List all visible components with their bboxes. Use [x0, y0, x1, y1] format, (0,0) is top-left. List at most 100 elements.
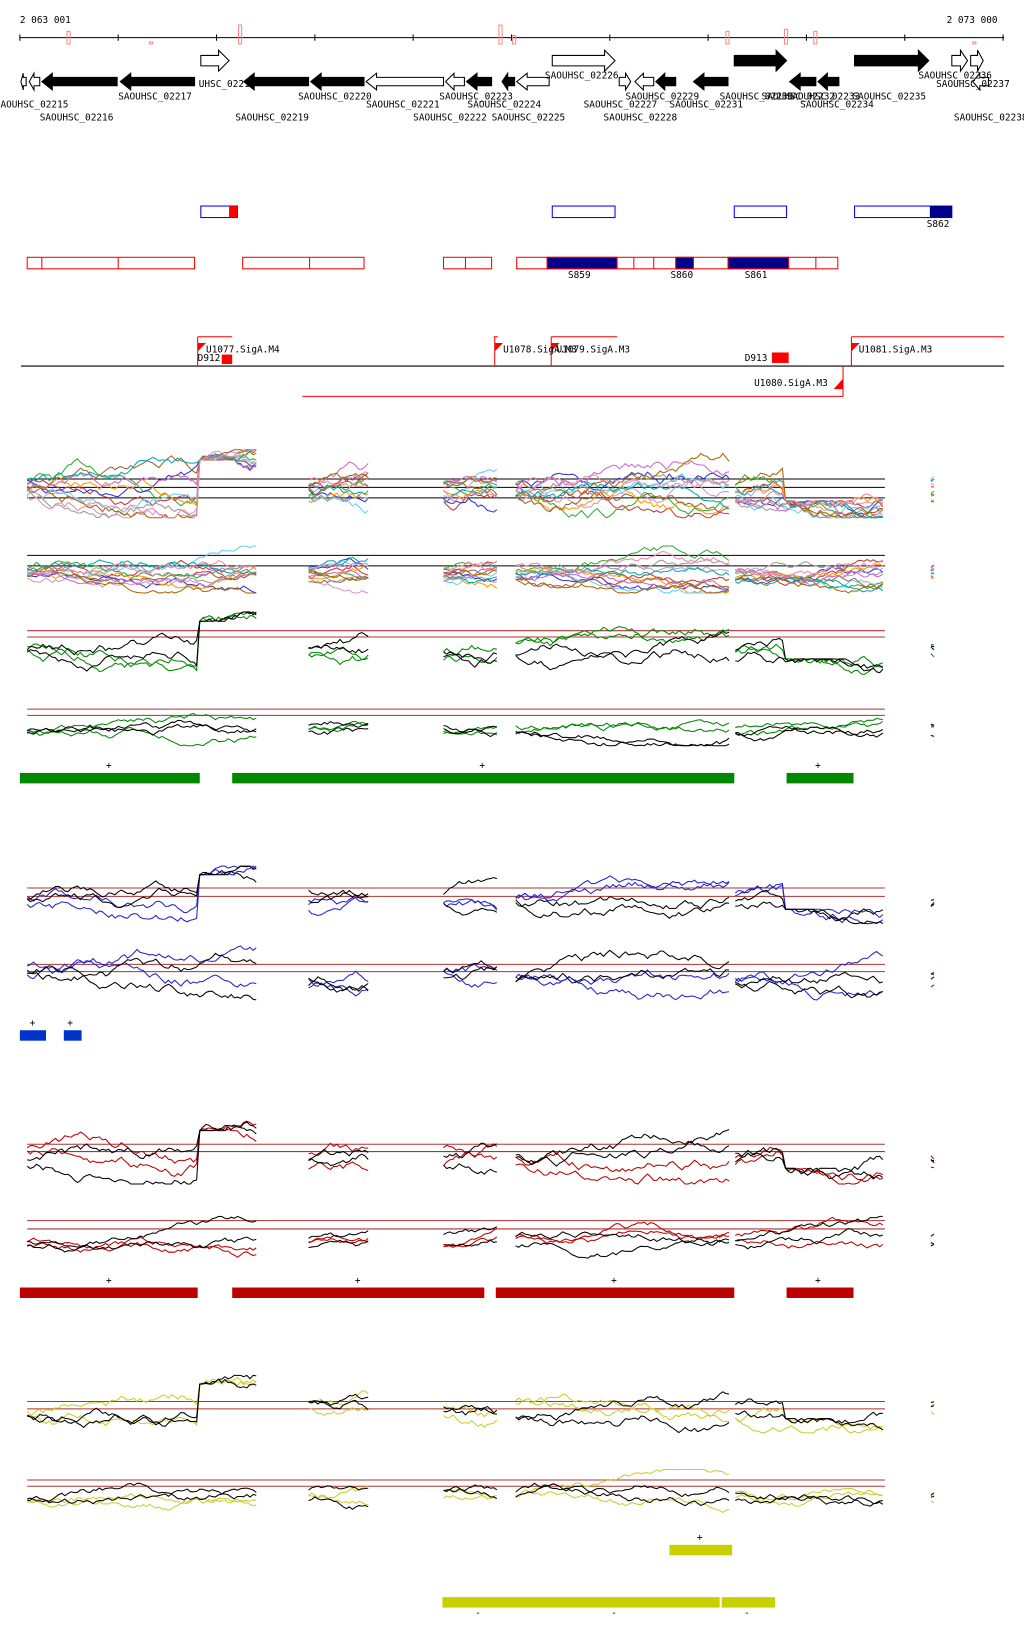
signal-trace	[734, 490, 884, 511]
region-fill	[727, 256, 790, 270]
signal-trace	[735, 1215, 883, 1242]
signal-trace	[27, 456, 257, 498]
signal-trace	[735, 889, 884, 925]
gene-arrow	[515, 72, 550, 92]
signal-trace	[443, 725, 497, 735]
gene-arrow	[365, 72, 445, 92]
gene-arrow	[465, 72, 493, 92]
gene-arrow	[951, 48, 969, 73]
signal-trace	[26, 719, 257, 733]
gene-label: SAOUHSC_02226	[545, 70, 619, 81]
signal-trace	[27, 564, 257, 586]
gene-arrow	[970, 49, 984, 72]
signal-trace	[443, 497, 498, 513]
region-label: S860	[670, 270, 693, 281]
signal-trace	[26, 449, 257, 519]
gene-arrow	[119, 72, 196, 92]
signal-trace	[308, 569, 369, 582]
signal-trace	[515, 643, 730, 665]
signal-trace	[308, 1239, 369, 1249]
signal-trace	[930, 976, 935, 980]
signal-trace	[515, 1129, 730, 1164]
signal-trace	[734, 497, 884, 519]
signal-trace	[515, 556, 730, 574]
gene-label: SAOUHSC_02228	[604, 112, 678, 123]
gene-label: SAOUHSC_02224	[468, 100, 542, 111]
gene-arrow	[551, 48, 616, 73]
region-box	[551, 205, 616, 219]
signal-trace	[308, 1148, 369, 1161]
signal-trace	[930, 500, 935, 503]
signal-trace	[515, 628, 730, 647]
promoter-flag	[197, 343, 207, 352]
segment-bar	[232, 1287, 485, 1298]
promoter-flag	[494, 343, 504, 352]
gene-arrow	[242, 72, 310, 92]
signal-trace	[515, 880, 730, 902]
segment-bar	[232, 772, 735, 784]
signal-trace	[308, 644, 369, 654]
signal-trace	[443, 902, 498, 916]
signal-trace	[27, 1374, 257, 1429]
signal-trace	[308, 494, 369, 514]
segment-bar	[721, 1597, 776, 1608]
signal-trace	[308, 889, 369, 899]
signal-trace	[515, 730, 730, 747]
signal-trace	[515, 571, 730, 594]
signal-trace	[26, 1121, 257, 1185]
gene-arrow	[200, 48, 230, 73]
signal-trace	[308, 1230, 369, 1239]
gene-arrow	[692, 72, 729, 92]
signal-trace	[26, 969, 257, 1001]
signal-trace	[515, 473, 730, 499]
gene-arrow	[655, 72, 677, 92]
signal-trace	[930, 476, 935, 480]
signal-trace	[735, 1216, 884, 1237]
region-fill	[929, 206, 952, 218]
gene-arrow	[634, 71, 655, 92]
ruler-end: 2 073 000	[947, 15, 998, 26]
segment-sign: +	[697, 1533, 703, 1544]
signal-trace	[308, 720, 369, 728]
signal-trace	[930, 577, 935, 580]
segment-sign: +	[611, 1275, 617, 1286]
signal-trace	[27, 1215, 257, 1248]
signal-trace	[515, 974, 730, 1001]
signal-trace	[515, 489, 730, 519]
signal-trace	[515, 452, 730, 497]
signal-trace	[308, 720, 369, 731]
signal-trace	[443, 560, 498, 572]
segment-sign: +	[106, 1275, 112, 1286]
signal-trace	[443, 560, 498, 578]
gene-arrow	[20, 73, 27, 91]
signal-trace	[443, 652, 498, 668]
signal-trace	[27, 559, 257, 575]
signal-trace	[26, 449, 257, 482]
signal-trace	[27, 865, 257, 900]
signal-trace	[515, 1231, 730, 1244]
gene-label: SAOUHSC_02234	[800, 100, 874, 111]
promoter-box	[221, 354, 233, 364]
signal-trace	[930, 904, 935, 907]
signal-trace	[735, 1147, 884, 1180]
signal-trace	[27, 1487, 257, 1505]
gene-arrow	[618, 71, 632, 92]
signal-trace	[443, 481, 498, 495]
signal-trace	[930, 1243, 935, 1247]
signal-trace	[735, 725, 884, 738]
segment-sign: +	[815, 1275, 821, 1286]
signal-trace	[515, 949, 730, 982]
signal-trace	[443, 1150, 498, 1167]
signal-trace	[735, 576, 884, 594]
signal-trace	[443, 1404, 497, 1415]
signal-trace	[734, 499, 884, 519]
signal-trace	[308, 489, 369, 503]
segment-bar	[786, 1287, 854, 1298]
signal-trace	[443, 876, 497, 895]
segment-bar	[63, 1030, 82, 1041]
signal-trace	[443, 1494, 497, 1501]
signal-trace	[930, 490, 935, 494]
signal-trace	[734, 497, 884, 519]
signal-trace	[735, 644, 883, 668]
signal-trace	[515, 967, 730, 984]
